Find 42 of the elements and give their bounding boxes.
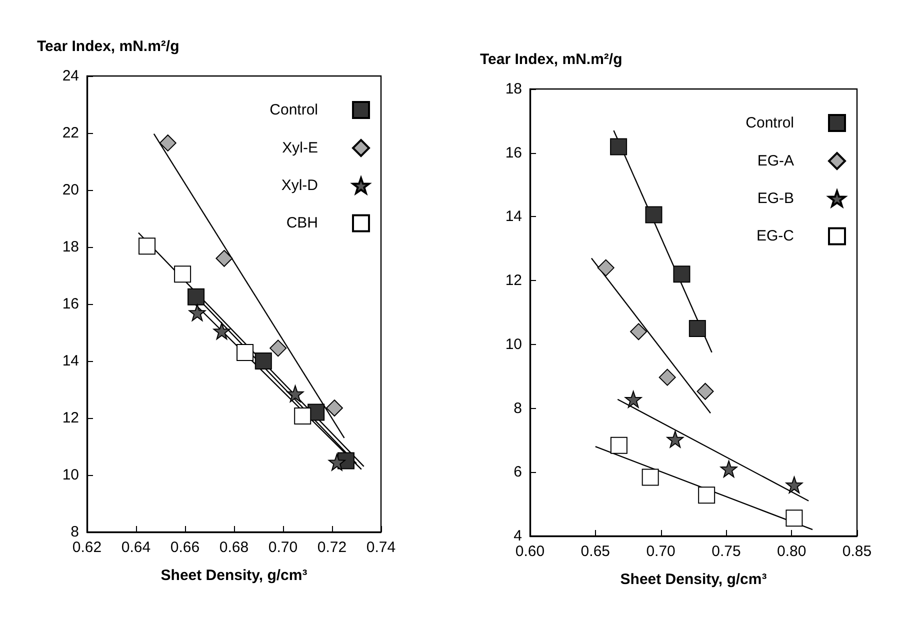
y-tick-label: 12 xyxy=(505,272,522,290)
x-axis-title: Sheet Density, g/cm³ xyxy=(160,567,308,584)
x-tick-label: 0.85 xyxy=(842,543,872,560)
y-tick-label: 4 xyxy=(514,528,522,544)
legend-label: EG-C xyxy=(756,228,794,245)
y-tick-label: 24 xyxy=(62,68,79,84)
y-tick-label: 18 xyxy=(62,238,79,256)
x-tick-label: 0.75 xyxy=(712,543,741,560)
x-tick-label: 0.68 xyxy=(219,539,249,556)
x-tick-label: 0.80 xyxy=(777,543,806,560)
y-tick-label: 14 xyxy=(62,352,79,370)
y-axis-title: Tear Index, mN.m²/g xyxy=(37,38,180,55)
x-tick-label: 0.64 xyxy=(121,539,151,556)
y-tick-label: 14 xyxy=(505,208,522,226)
y-tick-label: 8 xyxy=(70,524,79,540)
x-axis-title: Sheet Density, g/cm³ xyxy=(620,571,767,588)
y-tick-label: 16 xyxy=(505,144,522,162)
x-tick-label: 0.72 xyxy=(317,539,347,556)
legend-label: Control xyxy=(270,102,318,118)
y-tick-label: 20 xyxy=(62,182,79,198)
legend-label: EG-B xyxy=(757,190,794,208)
x-tick-label: 0.60 xyxy=(515,543,545,560)
legend-label: EG-A xyxy=(757,152,794,170)
y-tick-label: 10 xyxy=(505,336,522,353)
y-tick-label: 8 xyxy=(514,400,522,417)
y-tick-label: 6 xyxy=(514,464,522,481)
x-tick-label: 0.74 xyxy=(366,539,396,556)
y-axis-title: Tear Index, mN.m²/g xyxy=(480,51,622,68)
x-tick-label: 0.70 xyxy=(646,543,676,560)
x-tick-label: 0.62 xyxy=(72,539,102,556)
y-tick-label: 18 xyxy=(505,80,522,98)
y-tick-label: 10 xyxy=(62,466,79,484)
y-tick-label: 12 xyxy=(62,410,79,426)
legend-label: Control xyxy=(746,114,794,132)
legend-label: Xyl-D xyxy=(281,177,318,194)
x-tick-label: 0.70 xyxy=(268,539,298,556)
x-tick-label: 0.66 xyxy=(170,539,200,556)
legend-label: Xyl-E xyxy=(282,140,318,156)
y-tick-label: 16 xyxy=(62,296,79,312)
legend-label: CBH xyxy=(286,214,318,232)
x-tick-label: 0.65 xyxy=(580,543,610,560)
y-tick-label: 22 xyxy=(62,124,79,142)
